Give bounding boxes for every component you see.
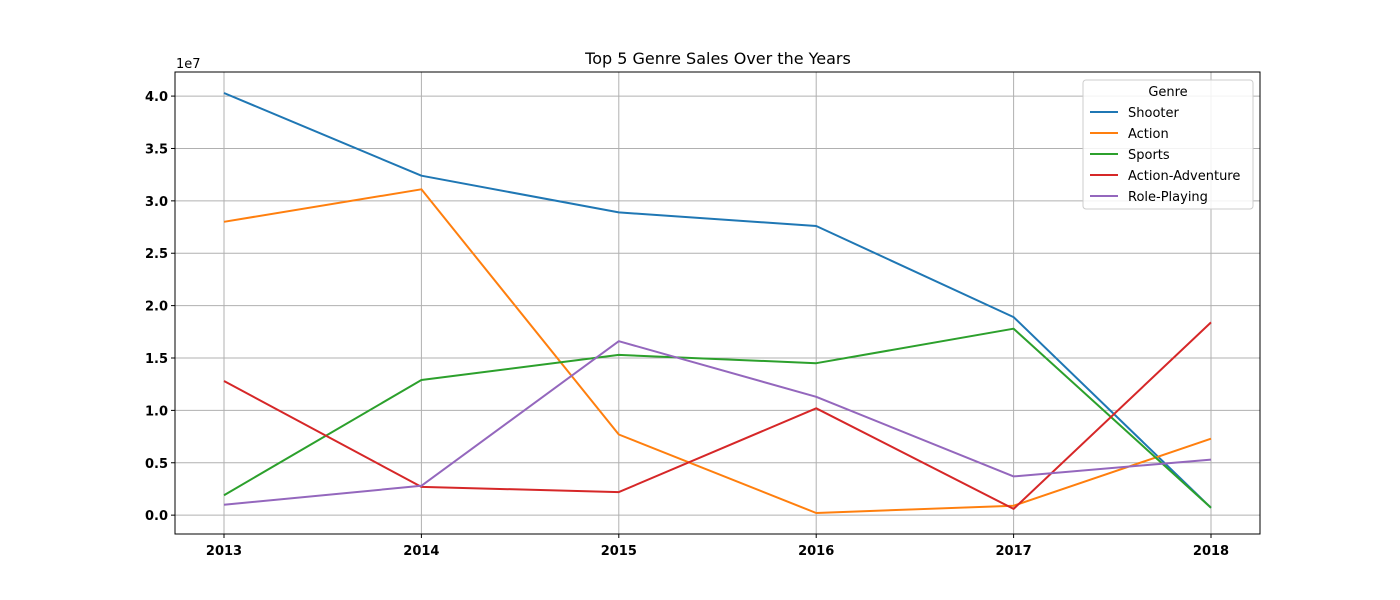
x-tick-label: 2013 (206, 544, 242, 559)
y-tick-label: 0.0 (145, 509, 168, 524)
plot-frame (174, 71, 1261, 535)
y-axis-offset-label: 1e7 (176, 57, 201, 72)
y-tick-label: 3.5 (145, 142, 168, 157)
x-tick-label: 2018 (1193, 544, 1229, 559)
x-axis: 2013 2014 2015 2016 2017 2018 (206, 534, 1229, 559)
y-tick-label: 0.5 (145, 457, 168, 472)
legend-entry-label: Sports (1128, 148, 1170, 163)
series-lines (223, 92, 1212, 514)
legend-entry-label: Shooter (1128, 106, 1179, 121)
series-line-shooter (223, 92, 1212, 509)
y-tick-label: 2.5 (145, 247, 168, 262)
legend-box (1082, 79, 1254, 210)
series-line-sports (223, 327, 1212, 509)
legend-entry-label: Role-Playing (1128, 190, 1208, 205)
x-tick-label: 2015 (601, 544, 637, 559)
x-tick-label: 2014 (403, 544, 439, 559)
legend-entry-label: Action (1128, 127, 1169, 142)
y-tick-label: 4.0 (145, 90, 168, 105)
series-line-action-adventure (223, 321, 1212, 510)
y-axis: 0.0 0.5 1.0 1.5 2.0 2.5 3.0 3.5 4.0 (145, 90, 175, 524)
legend-title: Genre (1148, 85, 1187, 100)
x-tick-label: 2017 (996, 544, 1032, 559)
x-tick-label: 2016 (798, 544, 834, 559)
legend-entry-label: Action-Adventure (1128, 169, 1240, 184)
chart-title: Top 5 Genre Sales Over the Years (584, 49, 851, 68)
y-tick-label: 1.5 (145, 352, 168, 367)
y-tick-label: 3.0 (145, 195, 168, 210)
y-tick-label: 2.0 (145, 300, 168, 315)
legend: Genre Shooter Action Sports Action-Adventur… (1082, 79, 1254, 210)
series-line-role-playing (223, 340, 1212, 506)
y-tick-label: 1.0 (145, 404, 168, 419)
series-line-action (223, 188, 1212, 514)
